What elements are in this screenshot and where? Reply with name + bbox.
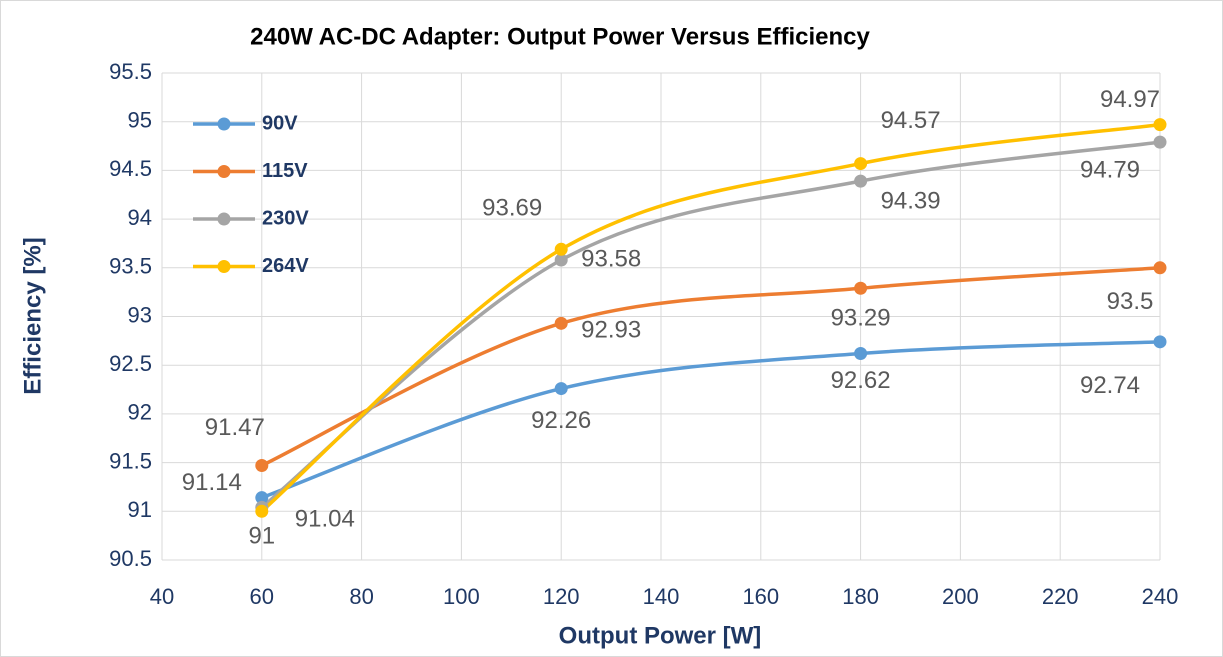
y-tick-label: 91.5	[109, 448, 152, 473]
y-tick-label: 90.5	[109, 546, 152, 571]
legend-label: 264V	[262, 255, 309, 277]
x-tick-label: 200	[942, 584, 979, 609]
y-tick-label: 95	[128, 108, 152, 133]
data-point	[554, 316, 568, 330]
legend-marker	[217, 260, 231, 273]
series-line	[260, 122, 1161, 513]
data-point	[255, 459, 269, 473]
y-tick-label: 93	[128, 302, 152, 327]
data-point	[854, 347, 868, 361]
data-label: 93.5	[1107, 288, 1154, 315]
x-tick-label: 140	[643, 584, 680, 609]
data-label: 93.29	[831, 305, 891, 332]
data-point	[1153, 118, 1167, 132]
data-label: 92.62	[831, 367, 891, 394]
x-axis-title: Output Power [W]	[559, 622, 762, 649]
legend-marker	[217, 165, 231, 178]
x-tick-label: 180	[842, 584, 879, 609]
data-label: 93.58	[581, 245, 641, 272]
data-label: 94.79	[1080, 156, 1140, 183]
legend-label: 90V	[262, 112, 298, 134]
data-point	[554, 253, 568, 267]
data-label: 92.93	[581, 317, 641, 344]
y-tick-label: 92.5	[109, 351, 152, 376]
data-point	[554, 382, 568, 396]
data-label: 91	[248, 523, 275, 550]
y-tick-label: 94.5	[109, 156, 152, 181]
legend-marker	[217, 212, 231, 226]
x-tick-label: 80	[349, 584, 373, 609]
legend-label: 230V	[262, 207, 309, 229]
y-axis-title: Efficiency [%]	[19, 237, 46, 394]
chart-title: 240W AC-DC Adapter: Output Power Versus …	[250, 23, 870, 50]
series-line	[261, 266, 1161, 468]
data-point	[255, 491, 269, 505]
x-tick-label: 220	[1042, 584, 1079, 609]
series-line	[261, 340, 1161, 500]
x-tick-label: 100	[443, 584, 480, 609]
x-tick-label: 240	[1142, 584, 1179, 609]
y-tick-label: 91	[128, 497, 152, 522]
x-tick-label: 40	[150, 584, 174, 609]
y-tick-label: 92	[128, 400, 152, 425]
data-label: 92.74	[1080, 372, 1140, 399]
data-label: 94.57	[881, 107, 941, 134]
y-tick-label: 94	[128, 205, 152, 230]
data-point	[1153, 261, 1167, 275]
data-label: 91.47	[205, 414, 265, 441]
data-label: 93.69	[482, 195, 542, 222]
data-label: 91.04	[295, 506, 355, 533]
data-point	[854, 174, 868, 188]
data-point	[554, 242, 568, 256]
x-tick-label: 120	[543, 584, 580, 609]
data-point	[255, 504, 269, 518]
data-label: 91.14	[182, 469, 242, 496]
y-tick-label: 93.5	[109, 254, 152, 279]
data-label: 94.39	[881, 187, 941, 214]
legend-marker	[217, 117, 231, 131]
y-tick-label: 95.5	[109, 59, 152, 84]
data-point	[1153, 135, 1167, 149]
data-point	[854, 157, 868, 171]
data-label: 92.26	[531, 407, 591, 434]
x-tick-label: 60	[250, 584, 274, 609]
data-label: 94.97	[1100, 86, 1160, 113]
data-point	[854, 281, 868, 295]
x-tick-label: 160	[742, 584, 779, 609]
legend-label: 115V	[262, 160, 308, 182]
data-point	[1153, 335, 1167, 349]
